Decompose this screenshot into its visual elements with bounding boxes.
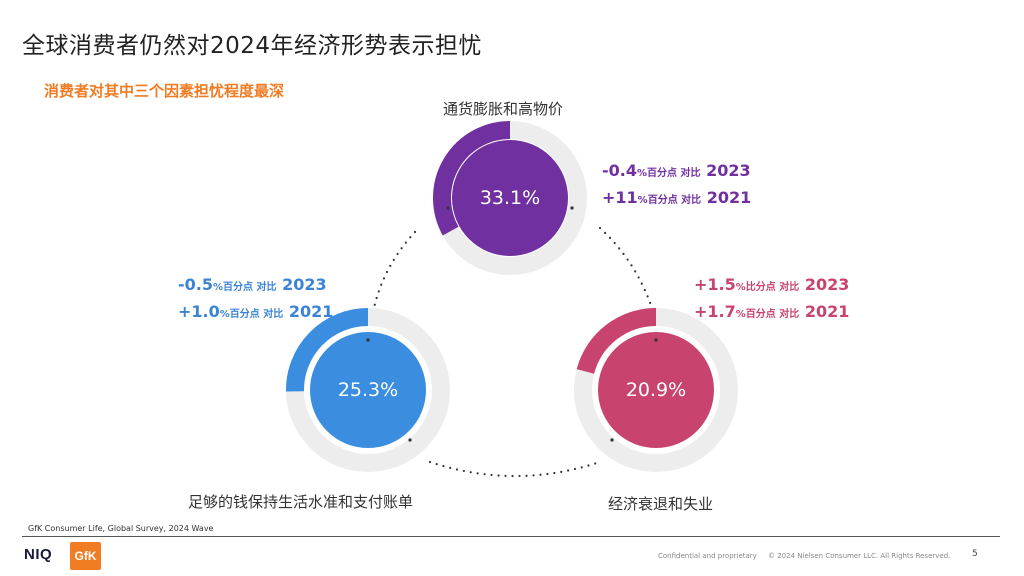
slide-title: 全球消费者仍然对2024年经济形势表示担忧 [22,33,483,59]
change-year: 2023 [804,275,850,294]
change-row: +11%百分点 对比 2021 [602,186,751,213]
donut-center [452,140,568,256]
changes-living-standard: -0.5%百分点 对比 2023 +1.0%百分点 对比 2021 [178,273,333,327]
change-unit: %比分点 对比 [735,282,800,293]
change-delta: +1.0 [178,302,220,321]
connector-bottom [428,460,602,478]
change-delta: -0.5 [178,275,213,294]
confidential-text: Confidential and proprietary [658,552,757,560]
change-row: -0.5%百分点 对比 2023 [178,273,333,300]
center-dot-bottom [610,438,614,442]
change-year: 2023 [706,161,751,180]
change-row: +1.7%百分点 对比 2021 [694,300,849,327]
change-delta: +1.7 [694,302,736,321]
donut-arc [286,308,369,392]
donut-living-standard [286,308,450,472]
label-recession: 经济衰退和失业 [608,495,714,513]
change-delta: +1.5 [694,275,736,294]
value-inflation: 33.1% [479,187,541,209]
change-delta: -0.4 [602,161,637,180]
changes-recession: +1.5%比分点 对比 2023 +1.7%百分点 对比 2021 [694,273,849,327]
change-year: 2021 [804,302,850,321]
slide-subtitle: 消费者对其中三个因素担忧程度最深 [44,82,285,100]
footer-divider [22,536,1000,537]
center-dot-right [570,206,574,210]
source-note: GfK Consumer Life, Global Survey, 2024 W… [28,524,214,533]
change-unit: %百分点 对比 [637,195,702,206]
gfk-logo: GfK [70,542,101,570]
center-dot-left [446,206,450,210]
donut-center [598,332,714,448]
center-dot-top [366,338,370,342]
change-unit: %百分点 对比 [735,309,800,320]
connector-top-left [370,230,417,320]
change-row: +1.5%比分点 对比 2023 [694,273,849,300]
value-living-standard: 25.3% [337,379,399,401]
value-recession: 20.9% [625,379,687,401]
label-inflation: 通货膨胀和高物价 [443,100,564,118]
center-dot-bottom [408,438,412,442]
changes-inflation: -0.4%百分点 对比 2023 +11%百分点 对比 2021 [602,159,751,213]
change-row: +1.0%百分点 对比 2021 [178,300,333,327]
donut-center [310,332,426,448]
connector-top-right [598,226,657,320]
change-row: -0.4%百分点 对比 2023 [602,159,751,186]
label-living-standard: 足够的钱保持生活水准和支付账单 [188,493,414,511]
niq-logo: NIQ [24,546,53,563]
page-number: 5 [972,549,978,559]
change-unit: %百分点 对比 [636,168,701,179]
donut-inflation [433,121,587,275]
donut-recession [574,308,738,472]
change-year: 2021 [706,188,752,207]
donut-arc [433,121,511,236]
change-unit: %百分点 对比 [219,309,284,320]
change-year: 2021 [288,302,334,321]
change-unit: %百分点 对比 [212,282,277,293]
change-delta: +11 [602,188,638,207]
change-year: 2023 [282,275,327,294]
copyright-text: © 2024 Nielsen Consumer LLC. All Rights … [768,552,951,560]
center-dot-top [654,338,658,342]
donut-arc [576,308,657,375]
